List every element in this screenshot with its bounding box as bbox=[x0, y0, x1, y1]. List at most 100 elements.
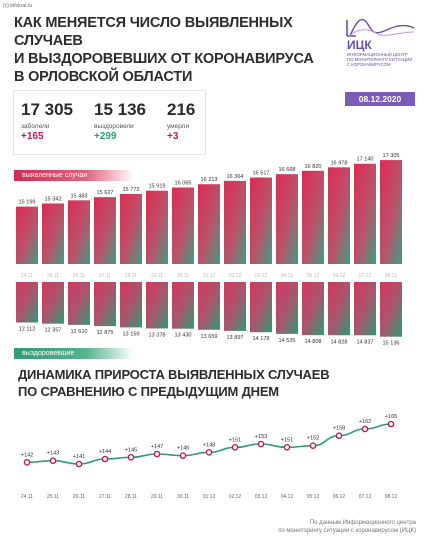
copyright-text: (c) infokrai.ru bbox=[3, 3, 33, 9]
heading2-line-1: ДИНАМИКА ПРИРОСТА ВЫЯВЛЕННЫХ СЛУЧАЕВ bbox=[18, 367, 330, 382]
date-tick-label: 01.12 bbox=[203, 273, 216, 279]
growth-value-label: +158 bbox=[333, 426, 346, 432]
cases-value-label: 17 140 bbox=[356, 157, 373, 163]
growth-date-label: 27.11 bbox=[99, 494, 111, 500]
date-tick-label: 30.11 bbox=[177, 273, 189, 279]
date-tick-label: 26.11 bbox=[73, 273, 85, 279]
date-tick-label: 05.12 bbox=[307, 273, 320, 279]
stat-infected-delta: +165 bbox=[21, 131, 44, 142]
stat-infected-label: заболели bbox=[21, 123, 50, 130]
growth-date-label: 25.11 bbox=[47, 494, 59, 500]
growth-date-label: 08.12 bbox=[385, 494, 398, 500]
date-badge: 08.12.2020 bbox=[345, 92, 415, 106]
recovered-value-label: 14 808 bbox=[304, 339, 321, 345]
cases-bar bbox=[42, 203, 64, 264]
recovered-value-label: 12 875 bbox=[96, 330, 113, 336]
cases-bar bbox=[120, 193, 142, 264]
cases-value-label: 15 483 bbox=[70, 193, 87, 199]
logo-desc-line-2: ПО МОНИТОРИНГУ СИТУАЦИИ bbox=[347, 57, 413, 62]
recovered-bar-chart: 12 112 12 357 12 610 12 875 13 159 13 378 13 4… bbox=[16, 282, 402, 347]
cases-value-label: 15 342 bbox=[44, 196, 61, 202]
page-title: КАК МЕНЯЕТСЯ ЧИСЛО ВЫЯВЛЕННЫХ СЛУЧАЕВ И … bbox=[14, 14, 314, 86]
growth-point bbox=[127, 454, 135, 461]
heading2-line-2: ПО СРАВНЕНИЮ С ПРЕДЫДУЩИМ ДНЕМ bbox=[18, 384, 279, 399]
growth-date-label: 30.11 bbox=[177, 494, 189, 500]
growth-value-label: +151 bbox=[229, 437, 242, 443]
recovered-value-label: 14 178 bbox=[252, 336, 269, 342]
cases-value-label: 16 213 bbox=[200, 177, 217, 183]
growth-value-label: +144 bbox=[99, 449, 112, 455]
cases-category-labels: 24.11 25.11 26.11 27.11 28.11 29.11 30.11 01.12… bbox=[21, 273, 398, 279]
cases-bar bbox=[250, 177, 272, 264]
date-tick-label: 04.12 bbox=[281, 273, 294, 279]
cases-value-label: 15 199 bbox=[18, 200, 35, 206]
growth-point bbox=[231, 444, 239, 451]
growth-value-label: +143 bbox=[47, 451, 60, 457]
growth-date-label: 29.11 bbox=[151, 494, 163, 500]
cases-bar bbox=[224, 180, 246, 264]
cases-bar bbox=[328, 167, 350, 264]
logo-desc-line-3: С КОРОНАВИРУСОМ bbox=[347, 62, 391, 67]
stat-recovered: 15 136 выздоровели +299 bbox=[94, 100, 146, 142]
growth-date-label: 04.12 bbox=[281, 494, 294, 500]
date-tick-label: 25.11 bbox=[47, 273, 59, 279]
cases-value-label: 16 820 bbox=[304, 164, 321, 170]
growth-date-label: 03.12 bbox=[255, 494, 268, 500]
growth-date-label: 07.12 bbox=[359, 494, 372, 500]
recovered-value-label: 13 159 bbox=[122, 331, 139, 337]
cases-bar bbox=[94, 197, 116, 264]
growth-value-label: +151 bbox=[281, 437, 294, 443]
growth-date-label: 02.12 bbox=[229, 494, 242, 500]
stat-died-delta: +3 bbox=[167, 131, 179, 142]
recovered-bar bbox=[224, 282, 246, 331]
recovered-bar bbox=[120, 282, 142, 328]
recovered-bar bbox=[380, 282, 402, 337]
stat-infected-value: 17 305 bbox=[21, 100, 73, 119]
growth-date-label: 24.11 bbox=[21, 494, 33, 500]
growth-date-label: 26.11 bbox=[73, 494, 85, 500]
cases-value-label: 17 305 bbox=[382, 153, 399, 159]
growth-point bbox=[153, 450, 161, 458]
recovered-value-label: 12 610 bbox=[70, 329, 87, 335]
cases-legend-pill: выявленные случаи bbox=[14, 170, 134, 181]
date-tick-label: 24.11 bbox=[21, 273, 33, 279]
cases-bar bbox=[198, 184, 220, 264]
cases-bar bbox=[146, 190, 168, 264]
recovered-bar bbox=[250, 282, 272, 333]
stat-died-value: 216 bbox=[167, 100, 196, 119]
cases-bar bbox=[276, 174, 298, 264]
cases-bar bbox=[68, 200, 90, 264]
stat-died-label: умерли bbox=[167, 123, 190, 130]
growth-point bbox=[309, 442, 317, 449]
growth-date-label: 01.12 bbox=[203, 494, 216, 500]
recovered-value-label: 12 112 bbox=[19, 327, 36, 333]
growth-chart-heading: ДИНАМИКА ПРИРОСТА ВЫЯВЛЕННЫХ СЛУЧАЕВ ПО … bbox=[18, 366, 418, 400]
cases-value-label: 15 919 bbox=[148, 184, 165, 190]
recovered-bar bbox=[42, 282, 64, 324]
stat-recovered-label: выздоровели bbox=[94, 123, 134, 130]
footnote-line-1: По данным Информационного центра bbox=[309, 520, 416, 526]
recovered-bar bbox=[328, 282, 350, 336]
date-tick-label: 03.12 bbox=[255, 273, 268, 279]
title-line-3: В ОРЛОВСКОЙ ОБЛАСТИ bbox=[14, 69, 193, 85]
stat-died: 216 умерли +3 bbox=[167, 100, 195, 142]
date-tick-label: 02.12 bbox=[229, 273, 242, 279]
recovered-bar bbox=[68, 282, 90, 325]
growth-value-label: +146 bbox=[177, 446, 190, 452]
recovered-value-label: 14 535 bbox=[278, 338, 295, 344]
cases-bar bbox=[16, 206, 38, 264]
date-tick-label: 27.11 bbox=[99, 273, 111, 279]
recovered-value-label: 13 378 bbox=[148, 332, 165, 338]
growth-point bbox=[75, 460, 83, 468]
cases-value-label: 15 772 bbox=[122, 187, 139, 193]
cases-bar bbox=[302, 170, 324, 264]
growth-value-label: +142 bbox=[21, 452, 34, 458]
date-tick-label: 06.12 bbox=[333, 273, 346, 279]
recovered-bar bbox=[172, 282, 194, 329]
logo-name: ИЦК bbox=[347, 38, 372, 52]
recovered-bar bbox=[16, 282, 38, 323]
growth-value-label: +153 bbox=[255, 434, 268, 440]
cases-bar bbox=[172, 187, 194, 264]
date-tick-label: 07.12 bbox=[359, 273, 372, 279]
